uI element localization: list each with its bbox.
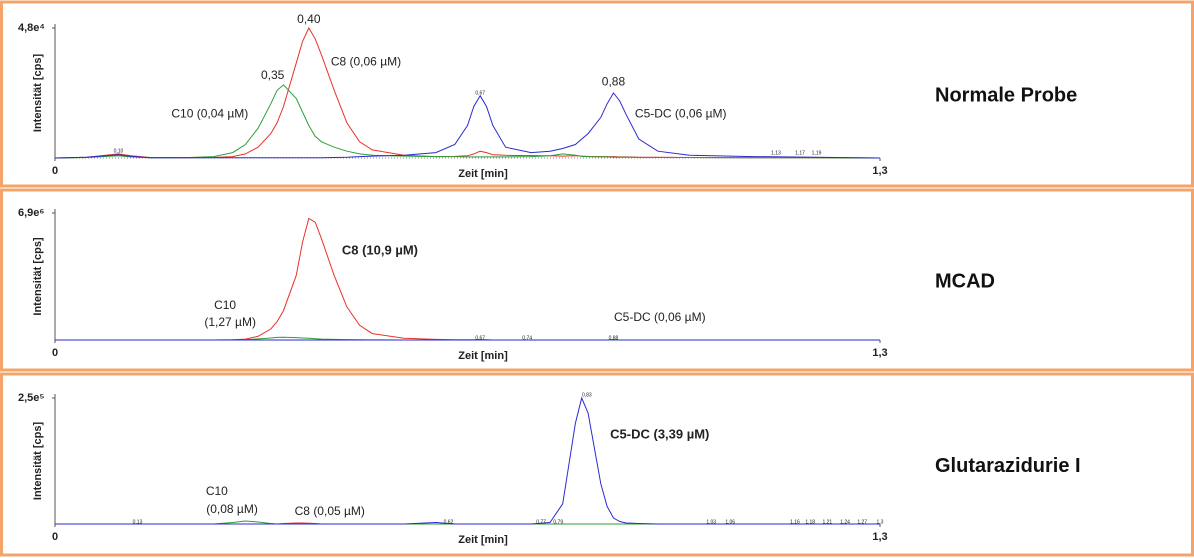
x-axis-label: Zeit [min]: [458, 350, 508, 362]
annotation: C5-DC (3,39 µM): [610, 426, 709, 441]
annotation: 1,03: [706, 519, 716, 525]
x-tick-label: 1,3: [872, 165, 887, 177]
annotation: 0,67: [475, 90, 485, 96]
chromatogram-line: [55, 396, 880, 525]
annotation: 1,21: [822, 519, 832, 525]
annotation: 1,24: [840, 519, 850, 525]
annotation: 0,35: [261, 68, 285, 82]
panel-title: Glutarazidurie I: [935, 455, 1081, 477]
annotation: 1,16: [790, 519, 800, 525]
x-tick-label: 0: [52, 531, 58, 543]
x-axis-label: Zeit [min]: [458, 534, 508, 546]
y-axis-label: Intensität [cps]: [32, 237, 44, 316]
annotation: C5-DC (0,06 µM): [635, 106, 727, 120]
x-tick-label: 1,3: [872, 531, 887, 543]
y-axis-label: Intensität [cps]: [32, 422, 44, 501]
panel-title: Normale Probe: [935, 84, 1077, 106]
chromatogram-line: [55, 520, 880, 525]
annotation: 0,88: [602, 74, 626, 88]
annotation: (1,27 µM): [204, 315, 256, 329]
annotation: 1,06: [725, 519, 735, 525]
annotation: 1,3: [877, 519, 884, 525]
annotation: C8 (0,06 µM): [331, 54, 401, 68]
panel-title: MCAD: [935, 270, 995, 292]
annotation: 0,67: [475, 335, 485, 341]
annotation: 0,79: [553, 519, 563, 525]
annotation: 0,10: [114, 148, 124, 154]
annotation: 1,19: [812, 150, 822, 156]
annotation: 0,40: [297, 12, 321, 26]
annotation: 0,74: [522, 335, 532, 341]
y-tick-label: 6,9e⁶: [18, 207, 44, 219]
x-tick-label: 1,3: [872, 347, 887, 359]
annotation: C10: [214, 298, 236, 312]
annotation: (0,08 µM): [206, 502, 258, 516]
annotation: 1,13: [771, 150, 781, 156]
annotation: 1,18: [805, 519, 815, 525]
panel-border: [0, 0, 1194, 188]
annotation: 0,13: [133, 519, 143, 525]
panel-border: [0, 188, 1194, 372]
annotation: C8 (0,05 µM): [295, 504, 365, 518]
x-tick-label: 0: [52, 165, 58, 177]
annotation: 1,17: [795, 150, 805, 156]
annotation: C10: [206, 484, 228, 498]
annotation: 1,27: [857, 519, 867, 525]
x-axis-label: Zeit [min]: [458, 168, 508, 180]
chromatogram-line: [54, 92, 881, 159]
annotation: 0,62: [444, 519, 454, 525]
annotation: C8 (10,9 µM): [342, 242, 418, 257]
annotation: 0,77: [536, 519, 546, 525]
annotation: 0,88: [609, 335, 619, 341]
chromatogram-line: [54, 84, 881, 159]
y-tick-label: 2,5e⁵: [18, 392, 45, 404]
y-axis-label: Intensität [cps]: [32, 54, 44, 133]
annotation: C10 (0,04 µM): [171, 106, 248, 120]
x-tick-label: 0: [52, 347, 58, 359]
annotation: 0,83: [582, 392, 592, 398]
annotation: C5-DC (0,06 µM): [614, 310, 706, 324]
y-tick-label: 4,8e⁴: [18, 22, 45, 34]
